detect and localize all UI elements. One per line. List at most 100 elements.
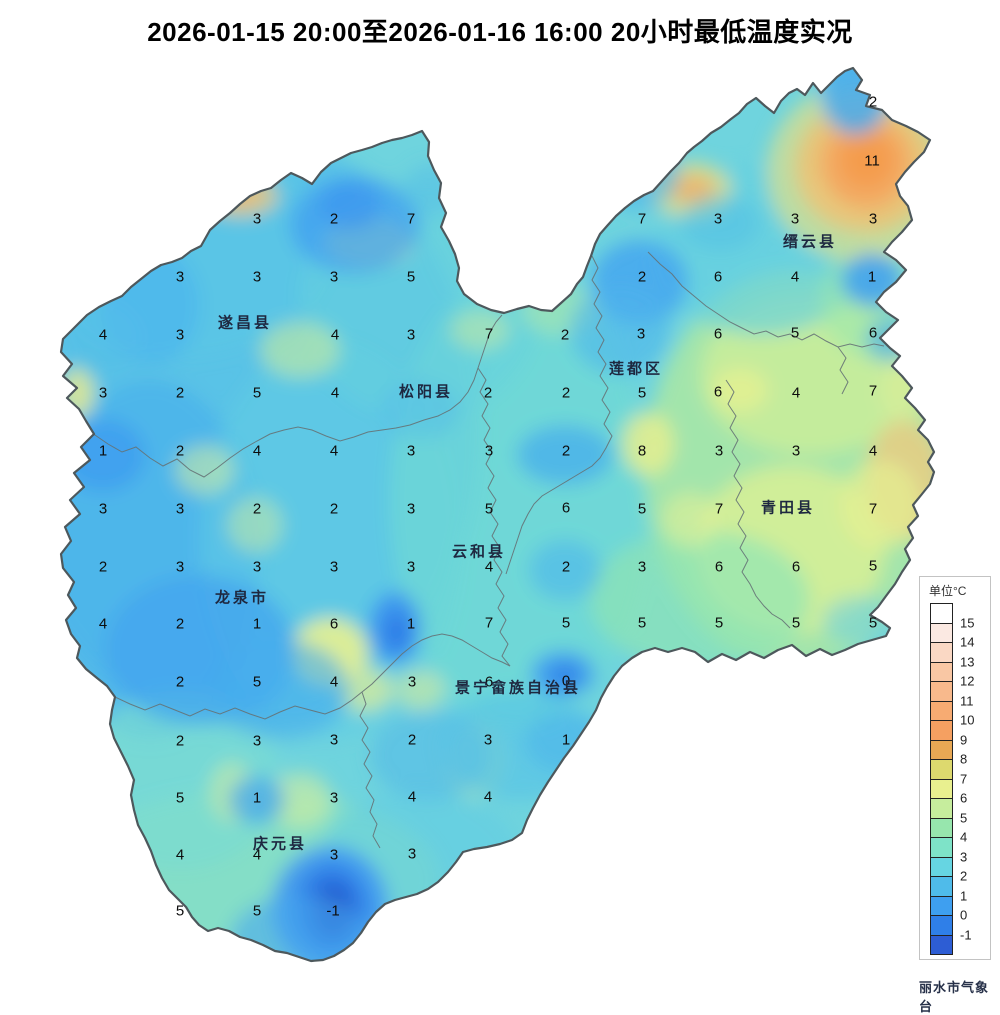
- station-value: 7: [484, 614, 494, 632]
- station-value: 3: [98, 500, 108, 518]
- station-value: 3: [406, 442, 416, 460]
- station-value: 6: [713, 325, 723, 343]
- station-value: 11: [864, 152, 880, 170]
- station-value: 4: [252, 846, 262, 864]
- station-value: 2: [560, 326, 570, 344]
- legend-label: 10: [960, 712, 975, 728]
- station-value: 7: [484, 325, 494, 343]
- legend-swatch: [930, 817, 953, 838]
- page-title: 2026-01-15 20:00至2026-01-16 16:00 20小时最低…: [147, 17, 853, 47]
- station-value: 2: [561, 384, 571, 402]
- legend-swatch: [930, 700, 953, 721]
- station-value: 3: [636, 325, 646, 343]
- station-value: 5: [790, 324, 800, 342]
- station-value: 4: [483, 788, 493, 806]
- station-value: 3: [713, 210, 723, 228]
- legend-label: 12: [960, 673, 975, 689]
- legend-label: 9: [960, 732, 968, 747]
- legend-label: 7: [960, 771, 968, 786]
- station-value: 2: [98, 558, 108, 576]
- legend-label: 5: [960, 810, 968, 825]
- legend-swatch: [930, 603, 953, 624]
- legend-swatch: [930, 934, 953, 955]
- station-value: 1: [252, 615, 262, 633]
- legend-swatch: [930, 876, 953, 897]
- station-value: 3: [252, 210, 262, 228]
- station-value: 5: [637, 500, 647, 518]
- station-value: 3: [406, 500, 416, 518]
- attribution: 丽水市气象台: [919, 980, 990, 1014]
- station-value: 6: [868, 324, 878, 342]
- station-value: 7: [714, 500, 724, 518]
- station-value: 5: [406, 268, 416, 286]
- station-value: 3: [714, 442, 724, 460]
- station-value: 6: [791, 558, 801, 576]
- county-label: 松阳县: [398, 384, 454, 401]
- station-value: 3: [407, 845, 417, 863]
- legend-swatch: [930, 837, 953, 858]
- station-value: 4: [252, 442, 262, 460]
- station-value: 4: [484, 558, 494, 576]
- legend-swatch: [930, 739, 953, 760]
- county-label: 缙云县: [782, 234, 838, 251]
- station-value: 3: [484, 442, 494, 460]
- station-value: 4: [330, 384, 340, 402]
- station-value: 3: [406, 326, 416, 344]
- legend-swatch: [930, 642, 953, 663]
- station-value: 3: [329, 846, 339, 864]
- legend-label: 15: [960, 615, 975, 630]
- county-label: 遂昌县: [217, 315, 273, 332]
- station-value: 2: [407, 731, 417, 749]
- county-label: 青田县: [760, 500, 816, 517]
- station-value: 2: [175, 442, 185, 460]
- legend-label: 14: [960, 634, 975, 650]
- station-value: 3: [175, 500, 185, 518]
- county-label: 云和县: [451, 544, 507, 561]
- station-value: 1: [252, 789, 262, 807]
- station-value: 2: [252, 500, 262, 518]
- station-value: 4: [790, 268, 800, 286]
- station-value: 2: [175, 615, 185, 633]
- legend-label: 11: [960, 693, 974, 708]
- station-value: 3: [252, 558, 262, 576]
- station-value: 2: [329, 210, 339, 228]
- station-value: 6: [484, 673, 494, 691]
- legend-label: 2: [960, 868, 968, 884]
- station-value: 8: [637, 442, 647, 460]
- legend-swatch: [930, 778, 953, 799]
- legend-swatch: [930, 720, 953, 741]
- city-boundary: [59, 66, 936, 963]
- county-boundaries: [91, 251, 885, 849]
- station-value: 4: [791, 384, 801, 402]
- station-value: 5: [252, 384, 262, 402]
- station-value: 3: [175, 558, 185, 576]
- station-value: 4: [330, 326, 340, 344]
- station-value: 3: [329, 789, 339, 807]
- station-value: 2: [175, 384, 185, 402]
- temperature-field: [61, 68, 934, 961]
- station-value: 4: [329, 442, 339, 460]
- station-value: 2: [175, 732, 185, 750]
- station-value: 2: [561, 442, 571, 460]
- station-value: 4: [98, 615, 108, 633]
- station-value: 5: [561, 614, 571, 632]
- station-value: 4: [868, 442, 878, 460]
- station-value: 5: [175, 789, 185, 807]
- station-value: 5: [484, 500, 494, 518]
- legend-swatch: [930, 895, 953, 916]
- legend-swatch: [930, 759, 953, 780]
- station-value: 6: [714, 558, 724, 576]
- legend-label: 1: [960, 888, 968, 903]
- station-value: 6: [561, 499, 571, 517]
- station-value: 3: [637, 558, 647, 576]
- station-value: 1: [561, 731, 571, 749]
- station-value: 7: [637, 210, 647, 228]
- station-value: 2: [175, 673, 185, 691]
- station-value: 3: [175, 326, 185, 344]
- station-value: 6: [329, 615, 339, 633]
- station-value: 3: [868, 210, 878, 228]
- station-value: 7: [868, 382, 878, 400]
- county-label: 莲都区: [608, 361, 664, 378]
- station-value: 7: [868, 500, 878, 518]
- legend: 单位°C 15 14 13 12 11 10 9 8 7 6 5 4 3 2 1 0 -1: [919, 576, 991, 960]
